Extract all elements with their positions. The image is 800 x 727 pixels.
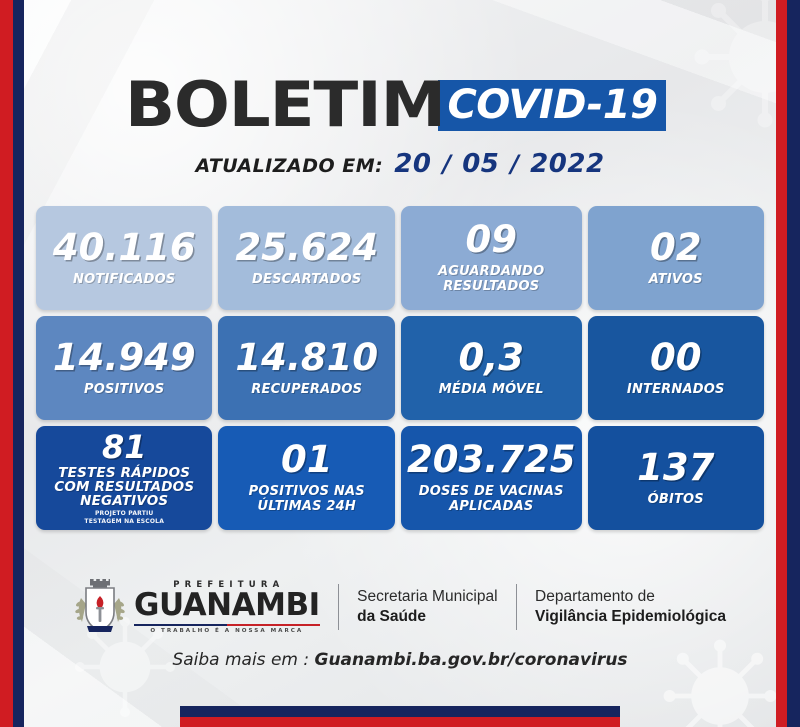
update-date: ATUALIZADO EM: 20 / 05 / 2022 xyxy=(24,149,776,179)
date-day: 20 xyxy=(394,149,432,179)
stat-card: 25.624 DESCARTADOS xyxy=(218,206,395,310)
poster-footer: PREFEITURA GUANAMBI O TRABALHO É A NOSSA… xyxy=(24,578,776,636)
stat-label: DESCARTADOS xyxy=(252,271,362,287)
stat-card: 137 ÓBITOS xyxy=(587,426,764,530)
stat-label: POSITIVOS NAS ÚLTIMAS 24H xyxy=(248,484,365,514)
footer-divider xyxy=(515,584,518,630)
stat-value: 14.949 xyxy=(52,335,196,379)
departamento-line1: Departamento de xyxy=(535,587,655,605)
stat-value: 00 xyxy=(649,335,702,379)
stat-card: 203.725 DOSES DE VACINAS APLICADAS xyxy=(400,426,582,530)
prefecture-slogan: O TRABALHO É A NOSSA MARCA xyxy=(150,627,304,634)
bottom-accent-bar xyxy=(180,706,620,727)
stat-label: ATIVOS xyxy=(648,271,703,287)
stat-card: 14.949 POSITIVOS xyxy=(36,316,213,420)
prefecture-brand: PREFEITURA GUANAMBI O TRABALHO É A NOSSA… xyxy=(134,580,320,634)
stat-card: 40.116 NOTIFICADOS xyxy=(36,206,213,310)
date-label: ATUALIZADO EM: xyxy=(195,155,384,177)
stat-value: 0,3 xyxy=(458,335,524,379)
stat-card: 09 AGUARDANDO RESULTADOS xyxy=(400,206,582,310)
guanambi-coat-of-arms-icon xyxy=(75,579,125,632)
stat-value: 40.116 xyxy=(52,225,196,269)
surveillance-department-block: Departamento de Vigilância Epidemiológic… xyxy=(535,587,726,627)
statistics-grid: 40.116 NOTIFICADOS 25.624 DESCARTADOS 09 AGUA… xyxy=(36,206,764,530)
stat-card: 00 INTERNADOS xyxy=(587,316,764,420)
website-prefix: Saiba mais em : xyxy=(172,650,315,670)
stat-label: NOTIFICADOS xyxy=(73,271,176,287)
stat-sublabel: PROJETO PARTIU TESTAGEM NA ESCOLA xyxy=(84,510,165,525)
stat-card: 01 POSITIVOS NAS ÚLTIMAS 24H xyxy=(218,426,395,530)
date-year: 2022 xyxy=(530,149,605,179)
prefecture-kicker: PREFEITURA xyxy=(173,580,285,591)
stat-label: RECUPERADOS xyxy=(251,381,363,397)
stat-label: POSITIVOS xyxy=(83,381,165,397)
page-title: BOLETIM COVID-19 xyxy=(24,74,776,136)
stat-label: MÉDIA MÓVEL xyxy=(438,381,544,397)
right-border-stripe xyxy=(776,0,800,727)
title-covid-badge: COVID-19 xyxy=(438,79,667,131)
stat-value: 203.725 xyxy=(406,438,576,482)
stat-card: 0,3 MÉDIA MÓVEL xyxy=(400,316,582,420)
stat-label: INTERNADOS xyxy=(626,381,725,397)
secretaria-line1: Secretaria Municipal xyxy=(357,587,498,605)
date-separator: / xyxy=(510,150,520,178)
date-separator: / xyxy=(442,150,452,178)
stat-card: 02 ATIVOS xyxy=(587,206,764,310)
health-department-block: Secretaria Municipal da Saúde xyxy=(357,587,497,627)
stat-value: 25.624 xyxy=(235,225,379,269)
title-boletim: BOLETIM xyxy=(124,68,446,141)
stat-value: 14.810 xyxy=(235,335,379,379)
departamento-line2: Vigilância Epidemiológica xyxy=(535,608,726,625)
stat-value: 137 xyxy=(637,445,715,489)
date-month: 05 xyxy=(462,149,500,179)
footer-divider xyxy=(337,584,340,630)
stat-card: 14.810 RECUPERADOS xyxy=(218,316,395,420)
stat-value: 01 xyxy=(280,438,333,482)
stat-value: 09 xyxy=(465,218,517,262)
stat-label: ÓBITOS xyxy=(647,491,704,507)
stat-card: 81 TESTES RÁPIDOS COM RESULTADOS NEGATIVOS P… xyxy=(36,426,213,530)
stat-value: 81 xyxy=(101,427,147,466)
left-border-stripe xyxy=(0,0,24,727)
website-url[interactable]: Guanambi.ba.gov.br/coronavirus xyxy=(314,650,628,670)
stat-value: 02 xyxy=(649,225,702,269)
secretaria-line2: da Saúde xyxy=(357,608,427,625)
brand-rule xyxy=(134,623,320,626)
poster-header: BOLETIM COVID-19 ATUALIZADO EM: 20 / 05 … xyxy=(24,74,776,179)
city-name: GUANAMBI xyxy=(134,587,320,624)
stat-label: AGUARDANDO RESULTADOS xyxy=(438,264,545,294)
stat-label: TESTES RÁPIDOS COM RESULTADOS NEGATIVOS xyxy=(54,464,195,510)
website-line: Saiba mais em : Guanambi.ba.gov.br/coron… xyxy=(24,650,776,670)
stat-label: DOSES DE VACINAS APLICADAS xyxy=(418,484,564,514)
